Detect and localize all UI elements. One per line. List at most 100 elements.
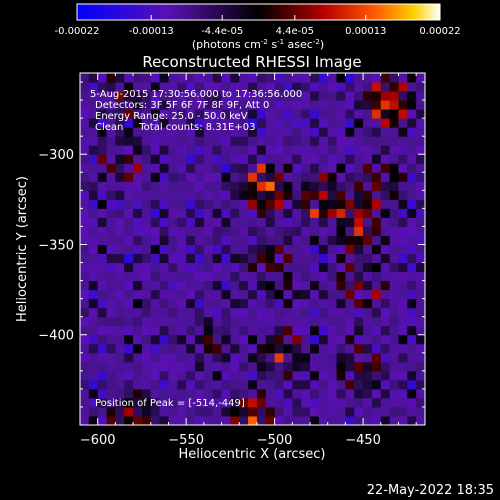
heatmap-cell [327, 415, 338, 425]
heatmap-cell [80, 334, 90, 345]
heatmap-cell [168, 163, 178, 173]
heatmap-cell [407, 388, 417, 399]
heatmap-cell [168, 172, 178, 182]
heatmap-cell [212, 127, 223, 137]
heatmap-cell [327, 172, 338, 182]
heatmap-cell [327, 334, 338, 345]
heatmap-cell [398, 172, 408, 182]
heatmap-cell [195, 154, 205, 164]
heatmap-cell [159, 388, 169, 399]
heatmap-cell [336, 343, 346, 354]
heatmap-cell [274, 379, 284, 390]
heatmap-cell [398, 118, 408, 128]
heatmap-cell [327, 91, 338, 101]
heatmap-cell [177, 136, 187, 146]
heatmap-cell [380, 235, 391, 245]
annotation-clean: Clean Total counts: 8.31E+03 [95, 122, 255, 133]
heatmap-cell [80, 253, 90, 264]
heatmap-cell [133, 406, 143, 417]
heatmap-cell [292, 388, 302, 399]
heatmap-cell [345, 352, 355, 363]
heatmap-cell [407, 406, 417, 417]
heatmap-cell [133, 379, 143, 390]
heatmap-cell [371, 280, 382, 291]
heatmap-cell [141, 217, 152, 227]
heatmap-cell [274, 226, 284, 236]
heatmap-cell [186, 271, 196, 282]
heatmap-cell [265, 379, 276, 390]
x-axis-label: Heliocentric X (arcsec) [179, 447, 326, 462]
heatmap-cell [292, 298, 302, 309]
heatmap-cell [310, 334, 320, 345]
heatmap-cell [195, 91, 205, 101]
heatmap-cell [159, 397, 169, 408]
heatmap-cell [115, 280, 125, 291]
heatmap-cell [115, 253, 125, 264]
heatmap-cell [363, 307, 373, 318]
heatmap-cell [115, 289, 125, 300]
heatmap-cell [354, 91, 364, 101]
heatmap-cell [141, 298, 152, 309]
heatmap-cell [292, 253, 302, 264]
heatmap-cell [407, 199, 417, 209]
heatmap-cell [318, 235, 329, 245]
heatmap-cell [363, 217, 373, 227]
heatmap-cell [354, 379, 364, 390]
heatmap-cell [150, 109, 161, 119]
heatmap-cell [345, 271, 355, 282]
heatmap-cell [106, 217, 116, 227]
heatmap-cell [212, 343, 223, 354]
heatmap-cell [345, 181, 355, 191]
heatmap-cell [416, 199, 425, 209]
heatmap-cell [230, 118, 240, 128]
heatmap-cell [106, 172, 116, 182]
heatmap-cell [345, 73, 355, 83]
heatmap-cell [363, 253, 373, 264]
heatmap-cell [239, 262, 249, 273]
heatmap-cell [318, 154, 329, 164]
heatmap-cell [256, 73, 267, 83]
heatmap-cell [265, 307, 276, 318]
heatmap-cell [115, 397, 125, 408]
heatmap-cell [380, 289, 391, 300]
heatmap-cell [345, 370, 355, 381]
heatmap-cell [97, 343, 108, 354]
heatmap-cell [124, 334, 134, 345]
heatmap-cell [256, 406, 267, 417]
heatmap-cell [150, 298, 161, 309]
heatmap-cell [389, 127, 399, 137]
heatmap-cell [124, 406, 134, 417]
heatmap-cell [354, 307, 364, 318]
heatmap-cell [212, 325, 223, 336]
heatmap-cell [239, 127, 249, 137]
heatmap-cell [407, 154, 417, 164]
heatmap-cell [371, 406, 382, 417]
heatmap-cell [380, 334, 391, 345]
heatmap-cell [380, 73, 391, 83]
heatmap-cell [239, 343, 249, 354]
heatmap-cell [239, 415, 249, 425]
heatmap-cell [256, 208, 267, 218]
heatmap-cell [380, 154, 391, 164]
heatmap-cell [274, 316, 284, 327]
footer-timestamp: 22-May-2022 18:35 [367, 483, 494, 498]
heatmap-cell [310, 397, 320, 408]
heatmap-cell [239, 190, 249, 200]
heatmap-cell [195, 262, 205, 273]
heatmap-cell [265, 235, 276, 245]
heatmap-cell [256, 325, 267, 336]
heatmap-cell [186, 172, 196, 182]
heatmap-cell [318, 343, 329, 354]
heatmap-cell [124, 325, 134, 336]
heatmap-cell [195, 289, 205, 300]
heatmap-cell [398, 235, 408, 245]
heatmap-cell [371, 352, 382, 363]
heatmap-cell [301, 163, 311, 173]
heatmap-cell [380, 109, 391, 119]
heatmap-cell [354, 100, 364, 110]
heatmap-cell [327, 370, 338, 381]
heatmap-cell [354, 109, 364, 119]
heatmap-cell [327, 136, 338, 146]
heatmap-cell [380, 379, 391, 390]
heatmap-cell [292, 361, 302, 372]
